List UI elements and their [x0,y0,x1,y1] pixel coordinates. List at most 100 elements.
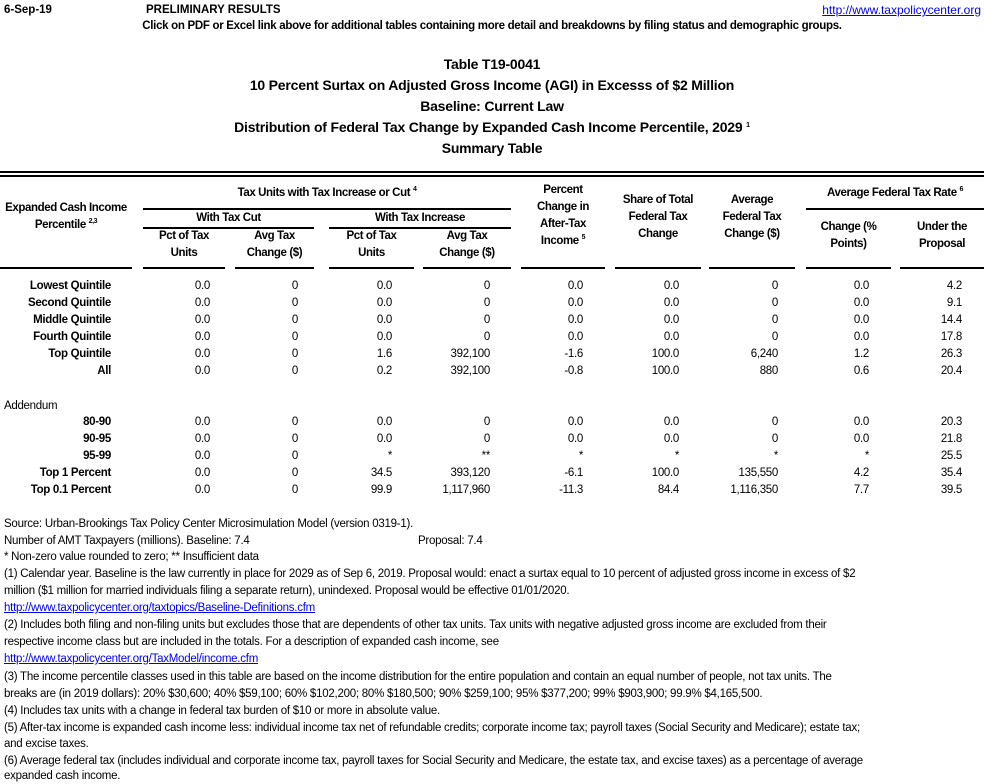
header-column-rule [900,267,984,269]
footnote-6b: expanded cash income. [4,770,121,782]
cell-share: * [674,450,680,462]
cell-avg-fed: 1,116,350 [730,484,778,496]
rule-tax-units [143,208,511,210]
cell-pct-cut: 0.0 [194,433,210,445]
cell-pct-cut: 0.0 [194,314,210,326]
cell-percentile: Top Quintile [48,348,111,360]
rule-rate [806,208,984,210]
footnote-amt: Number of AMT Taxpayers (millions). Base… [4,535,250,547]
addendum-label: Addendum [4,400,58,412]
cell-pct-inc: 1.6 [376,348,392,360]
header-column-rule [615,267,701,269]
cell-pct-cut: 0.0 [194,467,210,479]
cell-pct-cut: 0.0 [194,348,210,360]
cell-share: 0.0 [663,416,679,428]
header-with-increase: With Tax Increase [374,212,466,224]
cell-avg-fed: 880 [759,365,779,377]
cell-rate-change: 4.2 [853,467,869,479]
header-avg-fed: Average Federal Tax Change ($) [722,194,782,240]
status-label: PRELIMINARY RESULTS [146,4,281,16]
cell-percentile: Top 1 Percent [39,467,112,479]
cell-avg-inc: 0 [483,331,490,343]
cell-pct-change: 0.0 [567,331,583,343]
title-line1: 10 Percent Surtax on Adjusted Gross Inco… [249,77,735,93]
cell-avg-cut: 0 [291,450,298,462]
header-column-rule [235,267,314,269]
cell-pct-change: 0.0 [567,433,583,445]
cell-avg-inc: 1,117,960 [442,484,490,496]
cell-rate-change: 0.0 [853,416,869,428]
cell-avg-fed: 0 [771,314,778,326]
cell-avg-fed: 0 [771,416,778,428]
cell-rate-under: 4.2 [946,280,962,292]
table-id: Table T19-0041 [443,56,541,72]
footnote-6a: (6) Average federal tax (includes indivi… [4,755,863,767]
cell-rate-under: 9.1 [946,297,962,309]
footnote-star: * Non-zero value rounded to zero; ** Ins… [4,551,259,563]
cell-avg-fed: 0 [771,297,778,309]
cell-pct-change: -11.3 [559,484,583,496]
cell-pct-cut: 0.0 [194,484,210,496]
cell-avg-inc: ** [481,450,491,462]
footnote-3b: breaks are (in 2019 dollars): 20% $30,60… [4,688,763,700]
footnote-2b: respective income class but are included… [4,636,499,648]
cell-pct-cut: 0.0 [194,416,210,428]
cell-rate-change: 1.2 [853,348,869,360]
cell-rate-under: 20.4 [940,365,962,377]
cell-avg-inc: 392,100 [450,348,491,360]
header-column-rule [806,267,891,269]
cell-share: 100.0 [651,365,680,377]
cell-avg-cut: 0 [291,484,298,496]
footnote-1b: million ($1 million for married individu… [4,585,570,597]
title-line2: Baseline: Current Law [420,98,564,114]
cell-percentile: 90-95 [83,433,111,445]
header-pct-cut: Pct of Tax Units [158,230,210,259]
header-column-rule [709,267,795,269]
cell-percentile: Top 0.1 Percent [30,484,112,496]
cell-pct-inc: 0.2 [376,365,392,377]
header-share: Share of Total Federal Tax Change [622,194,694,240]
cell-pct-inc: 0.0 [376,297,392,309]
cell-avg-fed: 0 [771,331,778,343]
footnote-3a: (3) The income percentile classes used i… [4,671,832,683]
income-definition-link[interactable]: http://www.taxpolicycenter.org/TaxModel/… [4,653,259,665]
cell-pct-inc: 0.0 [376,280,392,292]
footnote-5a: (5) After-tax income is expanded cash in… [4,722,860,734]
rule-with-increase [329,227,511,229]
cell-avg-fed: 0 [771,433,778,445]
cell-pct-cut: 0.0 [194,331,210,343]
footnote-5b: and excise taxes. [4,738,89,750]
cell-avg-fed: 0 [771,280,778,292]
rule-with-cut [143,227,314,229]
footnote-1a: (1) Calendar year. Baseline is the law c… [4,568,856,580]
cell-rate-change: 7.7 [853,484,869,496]
top-note: Click on PDF or Excel link above for add… [142,20,842,32]
cell-rate-change: 0.0 [853,297,869,309]
baseline-definitions-link[interactable]: http://www.taxpolicycenter.org/taxtopics… [4,602,316,614]
cell-pct-inc: 99.9 [370,484,392,496]
date: 6-Sep-19 [4,4,52,16]
header-tax-units: Tax Units with Tax Increase or Cut 4 [237,186,417,199]
cell-share: 0.0 [663,433,679,445]
cell-rate-under: 39.5 [940,484,962,496]
cell-share: 84.4 [657,484,679,496]
header-with-cut: With Tax Cut [196,212,261,224]
cell-percentile: Fourth Quintile [33,331,111,343]
tpc-link[interactable]: http://www.taxpolicycenter.org [822,3,981,17]
cell-share: 0.0 [663,331,679,343]
cell-pct-inc: 0.0 [376,433,392,445]
cell-rate-under: 35.4 [940,467,962,479]
cell-percentile: 95-99 [83,450,111,462]
double-rule-bottom [0,175,984,177]
cell-avg-inc: 0 [483,314,490,326]
cell-rate-under: 25.5 [940,450,962,462]
cell-pct-change: -6.1 [564,467,583,479]
cell-pct-inc: * [387,450,393,462]
cell-percentile: Middle Quintile [33,314,111,326]
cell-pct-cut: 0.0 [194,297,210,309]
header-percentile: Expanded Cash Income Percentile 2,3 [5,202,127,231]
cell-avg-fed: * [773,450,779,462]
cell-share: 0.0 [663,297,679,309]
cell-pct-change: -0.8 [564,365,583,377]
cell-avg-cut: 0 [291,331,298,343]
